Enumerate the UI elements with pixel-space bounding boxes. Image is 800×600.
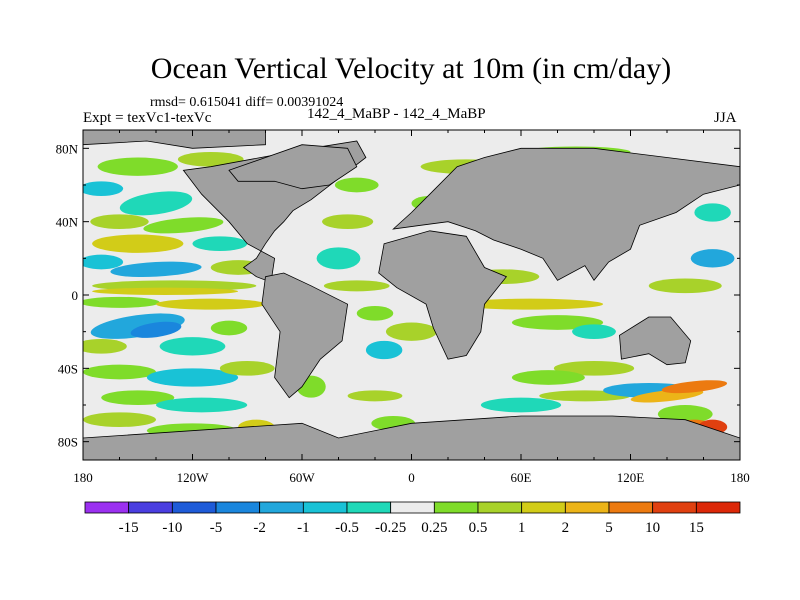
chart-title: Ocean Vertical Velocity at 10m (in cm/da…: [150, 52, 672, 85]
y-tick-label: 0: [72, 288, 79, 303]
field-patch: [159, 337, 226, 356]
colorbar-label: -2: [253, 520, 266, 536]
stats-line: rmsd= 0.615041 diff= 0.00391024: [150, 95, 344, 110]
land-polygon: [378, 230, 508, 360]
land-polygon: [83, 130, 266, 149]
field-patch: [143, 217, 224, 234]
field-patch: [177, 152, 244, 167]
y-tick-label: 40N: [56, 215, 79, 230]
colorbar-swatch: [84, 501, 130, 514]
field-patch: [83, 296, 160, 308]
y-tick-label: 40S: [58, 361, 78, 376]
x-tick-label: 0: [408, 470, 415, 485]
season-label: JJA: [714, 110, 737, 126]
colorbar-swatch: [346, 501, 392, 514]
field-patch: [694, 203, 731, 222]
x-axis: 180 120W 60W 0 60E 120E 180: [73, 130, 750, 485]
field-patch: [101, 390, 175, 405]
colorbar-swatch: [433, 501, 479, 514]
land-polygon: [261, 272, 349, 399]
field-patch: [83, 254, 124, 270]
field-patch: [97, 157, 178, 176]
field-patch: [219, 361, 275, 376]
field-patch: [480, 397, 562, 413]
field-patch: [323, 280, 390, 292]
field-patch: [334, 177, 379, 193]
field-patch: [457, 298, 604, 310]
colorbar-swatch: [302, 501, 348, 514]
colorbar-label: -10: [162, 520, 182, 536]
experiment-name: 142_4_MaBP - 142_4_MaBP: [307, 106, 486, 122]
field-patch: [316, 247, 361, 270]
field-patch: [156, 298, 266, 310]
colorbar-swatch: [521, 501, 566, 514]
field-patch: [356, 306, 394, 321]
field-patch: [146, 368, 239, 387]
field-patch: [553, 361, 635, 376]
colorbar-label: 15: [689, 520, 704, 536]
land-polygon: [228, 144, 358, 190]
land-polygon: [392, 147, 740, 281]
field-patch: [83, 364, 156, 380]
colorbar-swatch: [695, 501, 741, 514]
colorbar-swatch: [171, 501, 217, 514]
colorbar-swatch: [390, 501, 435, 514]
field-patch: [83, 181, 124, 196]
field-patch: [648, 278, 722, 294]
field-patch: [92, 287, 239, 296]
colorbar-label: 2: [562, 520, 570, 536]
y-tick-label: 80S: [58, 435, 78, 450]
field-patch: [83, 339, 127, 354]
colorbar-swatch: [215, 501, 261, 514]
field-patch: [661, 380, 728, 394]
x-tick-label: 180: [73, 470, 93, 485]
field-patch: [156, 397, 248, 413]
colorbar-label: -1: [297, 520, 310, 536]
colorbar-label: -0.5: [335, 520, 359, 536]
field-patch: [83, 412, 156, 427]
field-patch: [92, 234, 184, 253]
land-polygon: [83, 415, 740, 460]
field-patch: [511, 370, 585, 385]
colorbar-swatch: [128, 501, 173, 514]
field-patch: [130, 321, 182, 338]
colorbar: -15 -10 -5 -2 -1 -0.5 -0.25 0.25 0.5 1 2 5 10 15: [84, 501, 741, 536]
land-polygon: [619, 316, 692, 366]
x-tick-label: 120W: [177, 470, 210, 485]
x-tick-label: 120E: [617, 470, 645, 485]
field-patch: [690, 249, 735, 268]
field-patch: [110, 261, 202, 278]
colorbar-label: -5: [210, 520, 223, 536]
field-patch: [322, 214, 374, 230]
colorbar-label: 1: [518, 520, 526, 536]
field-patch: [347, 390, 403, 402]
colorbar-swatch: [608, 501, 654, 514]
colorbar-label: 5: [605, 520, 613, 536]
colorbar-label: 10: [645, 520, 660, 536]
field-patch: [192, 236, 248, 252]
colorbar-label: 0.5: [469, 520, 488, 536]
land-mask: [83, 130, 740, 460]
colorbar-swatch: [564, 501, 610, 514]
colorbar-swatch: [652, 501, 697, 514]
field-patch: [119, 191, 193, 216]
field-patch: [90, 214, 149, 230]
colorbar-swatch: [259, 501, 304, 514]
colorbar-swatch: [477, 501, 523, 514]
x-tick-label: 60E: [511, 470, 532, 485]
field-patch: [572, 324, 616, 339]
colorbar-label: 0.25: [421, 520, 447, 536]
y-tick-label: 80N: [56, 141, 79, 156]
x-tick-label: 180: [730, 470, 750, 485]
colorbar-label: -15: [119, 520, 139, 536]
x-tick-label: 60W: [289, 470, 315, 485]
field-patch: [210, 320, 248, 336]
experiment-label: Expt = texVc1-texVc: [83, 110, 212, 126]
colorbar-label: -0.25: [375, 520, 406, 536]
field-patch: [385, 322, 438, 341]
y-axis: 80N 40N 0 40S 80S: [56, 141, 740, 450]
field-patch: [365, 340, 403, 360]
